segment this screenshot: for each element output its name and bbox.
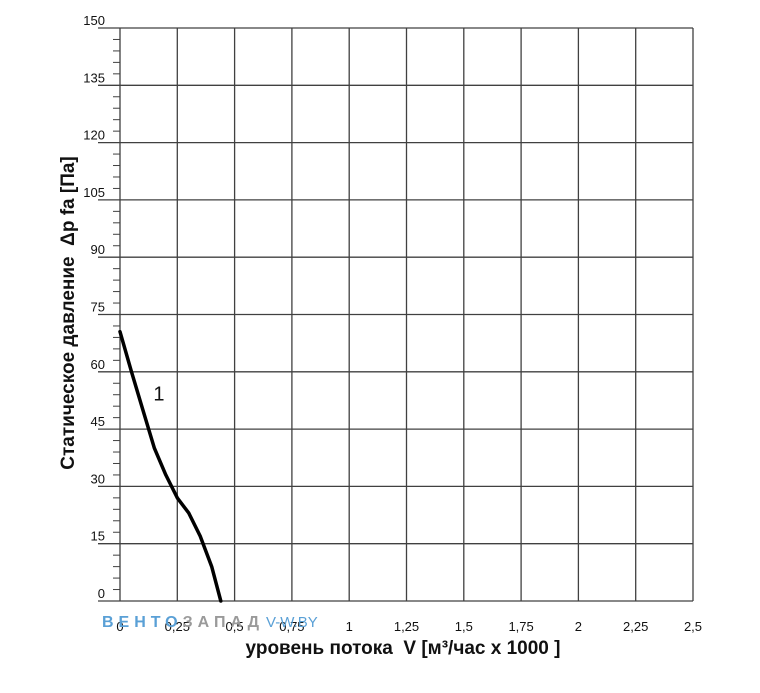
y-tick-label: 150: [83, 13, 105, 28]
y-tick-label: 60: [91, 357, 105, 372]
y-tick-label: 75: [91, 300, 105, 315]
y-tick-label: 15: [91, 529, 105, 544]
x-tick-label: 0,25: [165, 619, 190, 634]
x-tick-label: 2,25: [623, 619, 648, 634]
x-tick-labels: 0 0,25 0,5 0,75 1 1,25 1,5 1,75 2 2,25 2,5: [116, 619, 702, 634]
series-line: [118, 329, 223, 603]
x-tick-label: 1,25: [394, 619, 419, 634]
y-tick-label: 120: [83, 128, 105, 143]
watermark-part3: V-W.BY: [266, 614, 318, 631]
x-tick-label: 0,5: [226, 619, 244, 634]
series-label: 1: [153, 383, 164, 405]
x-tick-label: 1,75: [508, 619, 533, 634]
series-group: 1: [118, 329, 223, 603]
x-tick-label: 0,75: [279, 619, 304, 634]
y-tick-label: 135: [83, 70, 105, 85]
watermark: ВЕНТОЗАПАД V-W.BY: [102, 614, 318, 631]
y-tick-label: 0: [98, 586, 105, 601]
y-tick-labels: 0 15 30 45 60 75 90 105 120 135 150: [83, 13, 105, 601]
x-tick-label: 2: [575, 619, 582, 634]
y-tick-label: 30: [91, 471, 105, 486]
watermark-part1: ВЕНТО: [102, 614, 183, 631]
grid: [119, 27, 694, 602]
y-minor-ticks: [98, 27, 120, 602]
x-tick-label: 0: [116, 619, 123, 634]
x-tick-label: 1,5: [455, 619, 473, 634]
x-tick-label: 2,5: [684, 619, 702, 634]
y-axis-title: Статическое давление Δp fa [Па]: [58, 156, 79, 470]
x-tick-label: 1: [346, 619, 353, 634]
y-tick-label: 45: [91, 414, 105, 429]
x-axis-title: уровень потока V [м³/час x 1000 ]: [246, 638, 561, 659]
y-tick-label: 90: [91, 242, 105, 257]
watermark-part2: ЗАПАД: [183, 614, 264, 631]
y-tick-label: 105: [83, 185, 105, 200]
